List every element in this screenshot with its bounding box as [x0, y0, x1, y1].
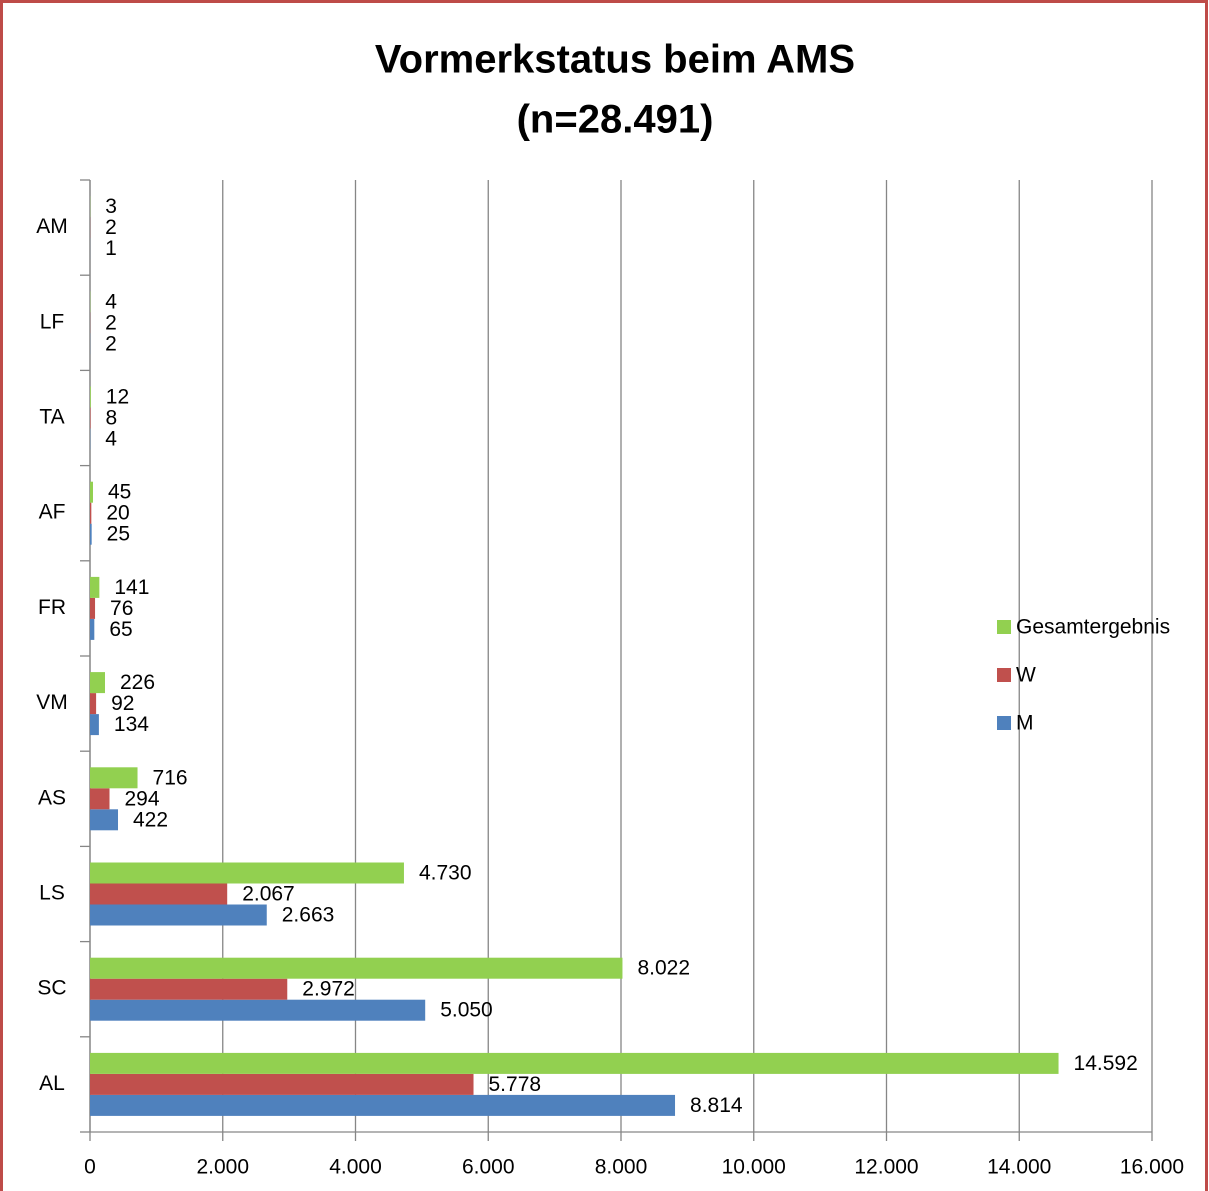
bar [90, 788, 110, 810]
y-tick-label: TA [39, 406, 64, 429]
data-label: 2 [105, 332, 117, 355]
bar [90, 693, 97, 715]
data-label: 294 [125, 787, 160, 810]
data-label: 20 [106, 502, 129, 525]
data-label: 5.050 [440, 999, 493, 1022]
y-tick-label: LS [39, 882, 65, 905]
y-tick-label: AL [39, 1072, 65, 1095]
data-label: 8 [106, 407, 118, 430]
data-label: 8.022 [637, 957, 690, 980]
bar [90, 883, 228, 905]
x-tick-label: 6.000 [462, 1156, 515, 1179]
legend-swatch [997, 716, 1011, 730]
data-label: 14.592 [1074, 1052, 1138, 1075]
bar [90, 523, 92, 545]
chart-title: Vormerkstatus beim AMS [375, 38, 855, 82]
data-label: 3 [105, 195, 117, 218]
data-label: 4 [105, 290, 117, 313]
legend-swatch [997, 620, 1011, 634]
bar [90, 618, 95, 640]
bar [90, 386, 91, 408]
data-label: 2.663 [282, 904, 335, 927]
y-tick-label: AM [36, 215, 68, 238]
x-tick-label: 2.000 [196, 1156, 249, 1179]
data-label: 226 [120, 671, 155, 694]
data-label: 141 [114, 576, 149, 599]
bar [90, 957, 623, 979]
data-label: 716 [153, 766, 188, 789]
x-tick-label: 14.000 [987, 1156, 1051, 1179]
bar [90, 978, 288, 1000]
bar [90, 904, 267, 926]
bar [90, 407, 91, 429]
data-label: 76 [110, 597, 133, 620]
data-label: 4 [105, 428, 117, 451]
data-label: 2.067 [242, 883, 295, 906]
data-label: 422 [133, 808, 168, 831]
y-tick-label: FR [38, 596, 66, 619]
data-label: 12 [106, 386, 129, 409]
bar [90, 999, 426, 1021]
legend-label: W [1016, 664, 1036, 687]
x-tick-label: 16.000 [1120, 1156, 1184, 1179]
data-label: 92 [111, 692, 134, 715]
bar [90, 1073, 474, 1095]
legend-swatch [997, 668, 1011, 682]
bar [90, 481, 93, 503]
data-label: 2 [105, 216, 117, 239]
data-label: 1 [105, 237, 117, 260]
data-label: 2 [105, 311, 117, 334]
data-label: 2.972 [302, 978, 355, 1001]
x-tick-label: 12.000 [854, 1156, 918, 1179]
chart-subtitle: (n=28.491) [517, 98, 714, 142]
x-tick-label: 8.000 [595, 1156, 648, 1179]
bar [90, 809, 119, 831]
x-tick-label: 4.000 [329, 1156, 382, 1179]
bar [90, 1052, 1059, 1074]
legend-label: M [1016, 712, 1034, 735]
data-label: 4.730 [419, 862, 472, 885]
bar [90, 597, 96, 619]
bar [90, 672, 106, 694]
bar [90, 1094, 676, 1116]
data-label: 8.814 [690, 1094, 743, 1117]
y-tick-label: LF [40, 310, 65, 333]
y-tick-label: AS [38, 786, 66, 809]
y-tick-label: VM [36, 691, 68, 714]
legend-label: Gesamtergebnis [1016, 616, 1170, 639]
data-label: 134 [114, 713, 149, 736]
data-label: 5.778 [489, 1073, 542, 1096]
x-tick-label: 10.000 [722, 1156, 786, 1179]
bar [90, 714, 99, 736]
y-tick-label: SC [37, 977, 66, 1000]
y-tick-label: AF [39, 501, 66, 524]
bar [90, 576, 100, 598]
data-label: 45 [108, 481, 131, 504]
bar [90, 862, 404, 884]
x-tick-label: 0 [84, 1156, 96, 1179]
bar [90, 767, 138, 789]
data-label: 25 [107, 523, 130, 546]
data-label: 65 [109, 618, 132, 641]
bar [90, 502, 92, 524]
